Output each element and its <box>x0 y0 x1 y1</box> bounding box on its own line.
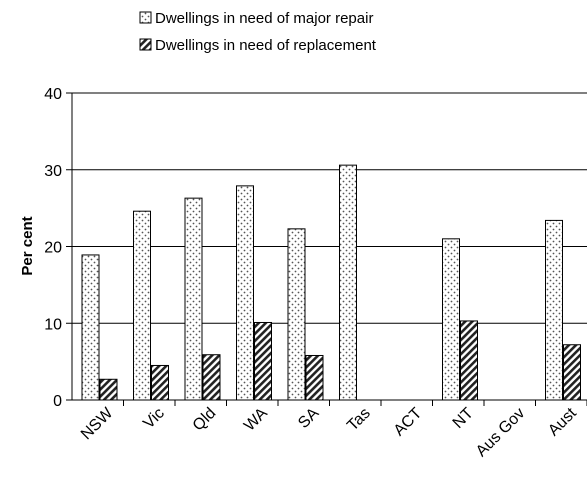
legend-swatch-major-repair <box>139 11 152 24</box>
bar-major-repair-aust <box>545 219 563 401</box>
bars <box>81 164 581 401</box>
bar-major-repair-nt <box>442 238 460 401</box>
x-tick-label-aus-gov: Aus Gov <box>473 405 528 460</box>
x-tick-label-tas: Tas <box>344 405 374 435</box>
bar-major-repair-qld <box>184 197 203 401</box>
bar-replacement-nt <box>460 320 478 401</box>
bar-replacement-qld <box>202 354 221 401</box>
y-tick-label-40: 40 <box>44 86 62 103</box>
legend-label-replacement: Dwellings in need of replacement <box>155 37 377 54</box>
bar-major-repair-sa <box>287 228 306 401</box>
bar-major-repair-tas <box>339 164 357 401</box>
gridlines <box>72 92 587 324</box>
axes <box>66 93 587 401</box>
y-tick-label-10: 10 <box>44 316 62 333</box>
x-tick-label-qld: Qld <box>190 405 220 435</box>
bar-replacement-aust <box>563 344 581 401</box>
bar-major-repair-wa <box>236 185 254 401</box>
x-tick-label-act: ACT <box>391 405 426 440</box>
y-axis-ticks: 0 10 20 30 40 <box>44 86 72 410</box>
legend-swatch-replacement <box>139 38 152 51</box>
legend: Dwellings in need of major repair Dwelli… <box>139 10 377 54</box>
x-tick-label-vic: Vic <box>140 405 168 433</box>
legend-label-major-repair: Dwellings in need of major repair <box>155 10 373 27</box>
y-tick-label-0: 0 <box>53 393 62 410</box>
bar-replacement-sa <box>305 354 324 401</box>
x-tick-label-sa: SA <box>295 405 322 432</box>
bar-replacement-vic <box>151 364 169 401</box>
y-tick-label-20: 20 <box>44 240 62 257</box>
y-tick-label-30: 30 <box>44 163 62 180</box>
x-tick-label-wa: WA <box>241 405 271 435</box>
y-axis-title: Per cent <box>19 216 36 275</box>
bar-major-repair-vic <box>133 210 151 401</box>
bar-major-repair-nsw <box>81 254 100 401</box>
x-tick-label-nsw: NSW <box>78 404 117 443</box>
x-tick-label-aust: Aust <box>545 404 580 439</box>
bar-replacement-nsw <box>99 378 118 401</box>
bar-replacement-wa <box>254 321 272 401</box>
x-tick-label-nt: NT <box>450 405 477 432</box>
